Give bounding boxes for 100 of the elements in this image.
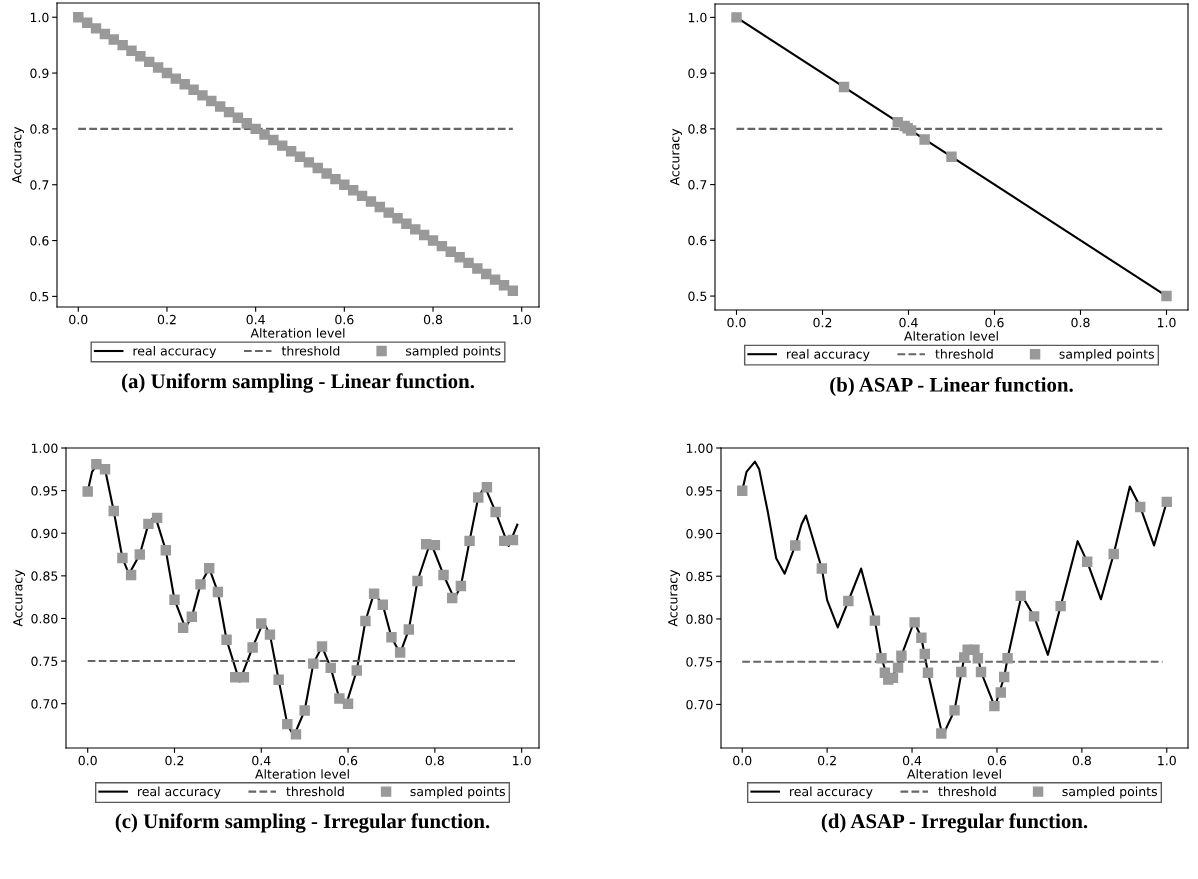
point — [316, 641, 328, 652]
point — [117, 552, 128, 564]
point — [160, 545, 172, 556]
x-tick-label: 0.0 — [69, 314, 88, 325]
x-tick-label: 1.0 — [513, 755, 531, 766]
point — [1135, 501, 1146, 513]
y-axis-title: Accuracy — [668, 569, 680, 627]
point — [212, 586, 224, 598]
point — [135, 51, 146, 62]
point — [383, 207, 394, 218]
x-tick-label: 0.6 — [987, 755, 1007, 766]
point — [463, 257, 474, 269]
y-tick-label: 0.95 — [31, 486, 58, 496]
point — [989, 700, 1000, 712]
y-tick-label: 0.85 — [31, 571, 58, 581]
point — [290, 729, 302, 740]
point — [454, 252, 465, 263]
y-tick-label: 0.7 — [30, 180, 49, 190]
point — [455, 580, 467, 592]
point — [99, 464, 111, 475]
point — [126, 45, 137, 56]
point — [1055, 600, 1066, 612]
point — [303, 157, 315, 168]
legend-label: real accuracy — [138, 786, 221, 799]
point — [998, 671, 1010, 683]
text: (b) ASAP - Linear function. — [830, 376, 1073, 397]
point — [282, 718, 293, 730]
y-tick-label: 0.8 — [688, 124, 707, 134]
x-axis-title: Alteration level — [904, 331, 998, 341]
point — [264, 629, 276, 640]
point — [321, 168, 332, 179]
point — [394, 647, 406, 658]
point — [299, 705, 310, 716]
y-tick-label: 1.00 — [31, 443, 58, 453]
x-axis-title: Alteration level — [907, 769, 1001, 779]
point — [195, 579, 206, 590]
point — [152, 62, 164, 73]
x-tick-label: 0.8 — [1071, 317, 1090, 328]
x-tick-label: 0.2 — [818, 755, 836, 766]
y-tick-label: 0.6 — [30, 236, 49, 246]
point — [169, 594, 180, 605]
point — [273, 674, 284, 686]
point — [330, 173, 341, 185]
x-tick-label: 0.2 — [165, 755, 184, 766]
legend-label: threshold — [935, 349, 993, 359]
y-tick-label: 0.70 — [686, 699, 713, 710]
point — [73, 12, 84, 23]
point — [259, 129, 270, 140]
point — [489, 274, 501, 285]
legend-label: threshold — [286, 786, 344, 797]
point — [1108, 548, 1119, 560]
point — [956, 666, 967, 678]
legend-label: real accuracy — [787, 349, 870, 362]
point — [919, 134, 930, 145]
point — [869, 615, 881, 626]
y-tick-label: 1.00 — [686, 443, 713, 453]
point — [186, 611, 198, 622]
point — [285, 146, 297, 157]
point — [339, 179, 350, 190]
point — [436, 240, 448, 252]
point — [365, 196, 377, 207]
x-tick-label: 0.6 — [985, 317, 1004, 328]
point — [223, 106, 235, 118]
x-tick-label: 0.8 — [423, 314, 443, 325]
point — [117, 39, 128, 51]
y-tick-label: 0.5 — [30, 291, 49, 302]
legend-label: threshold — [281, 345, 340, 356]
text: (a) Uniform sampling - Linear function. — [122, 373, 474, 393]
point — [995, 687, 1006, 698]
point — [221, 634, 232, 645]
point — [347, 185, 359, 196]
point — [360, 615, 371, 627]
point — [876, 653, 887, 664]
point — [438, 569, 449, 581]
point — [731, 12, 742, 23]
x-tick-label: 0.4 — [902, 755, 922, 766]
point — [919, 648, 930, 660]
point — [241, 118, 252, 129]
x-tick-label: 0.0 — [727, 317, 746, 328]
y-tick-label: 1.0 — [688, 12, 707, 23]
point — [473, 492, 484, 503]
y-tick-label: 0.5 — [688, 291, 707, 301]
point — [143, 518, 154, 530]
y-axis-title: Accuracy — [13, 569, 25, 627]
x-tick-label: 0.2 — [813, 317, 832, 328]
legend-label: sampled points — [1059, 349, 1154, 362]
point — [250, 123, 261, 135]
y-tick-label: 0.75 — [31, 656, 58, 666]
point — [498, 280, 510, 291]
point — [308, 658, 319, 669]
point — [790, 540, 801, 551]
point — [134, 549, 145, 560]
legend-label: real accuracy — [790, 786, 873, 799]
point — [447, 592, 458, 604]
point — [472, 263, 483, 274]
y-tick-label: 0.95 — [686, 486, 713, 496]
point — [481, 481, 493, 493]
x-tick-label: 1.0 — [1157, 317, 1176, 328]
y-axis-title: Accuracy — [670, 128, 682, 186]
y-tick-label: 0.75 — [686, 657, 713, 667]
